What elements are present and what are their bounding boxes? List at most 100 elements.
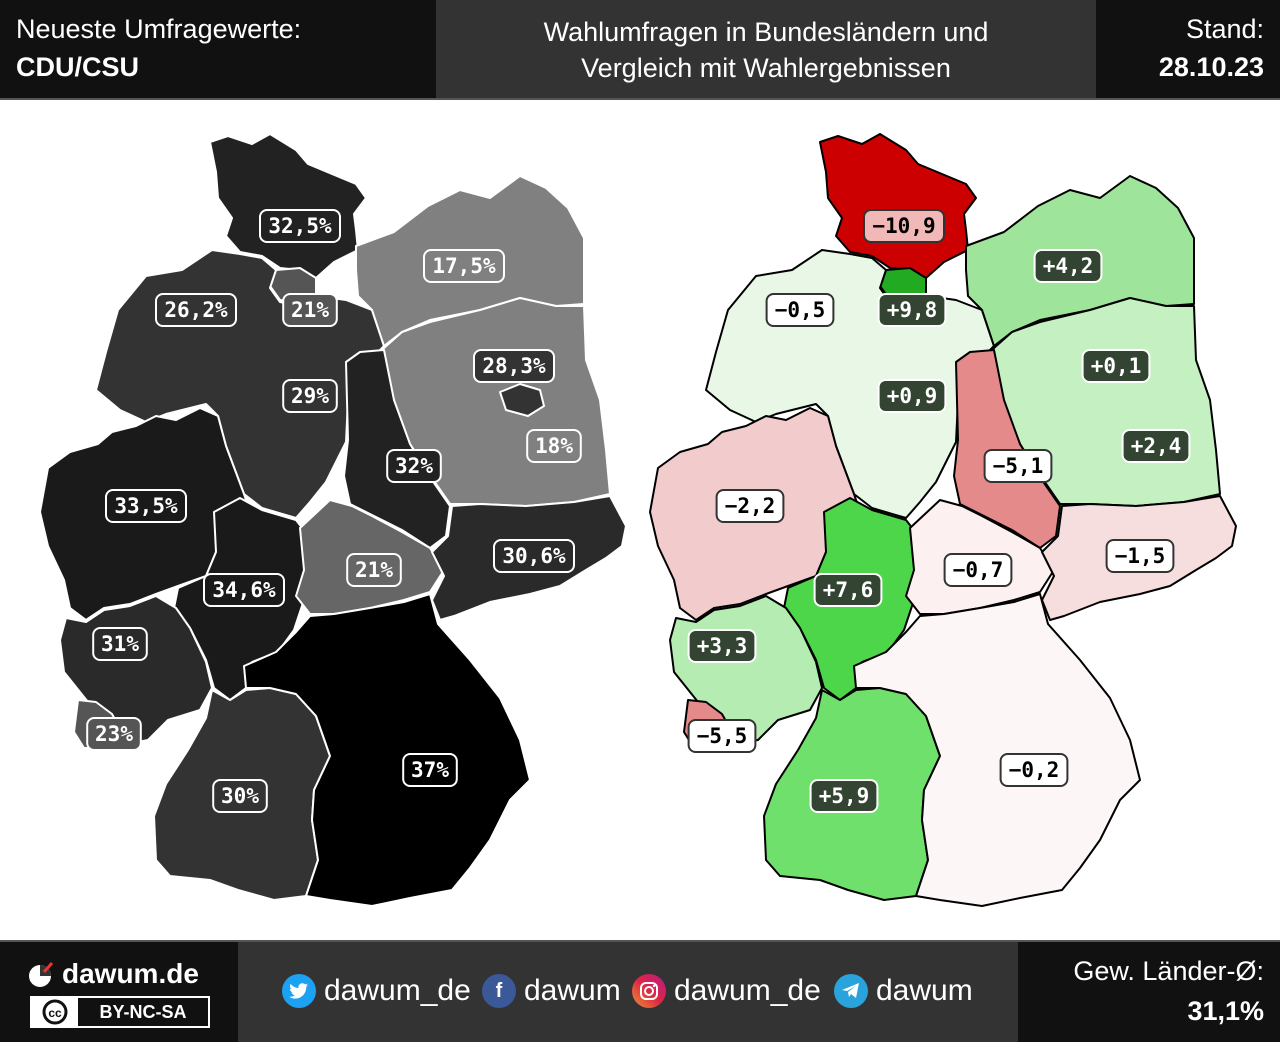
title-line-2: Vergleich mit Wahlergebnissen bbox=[581, 53, 951, 83]
twitter-icon bbox=[282, 974, 316, 1008]
instagram-handle: dawum_de bbox=[674, 974, 821, 1007]
cc-icon: cc bbox=[32, 998, 78, 1026]
label-box-sh bbox=[259, 209, 341, 243]
label-box-by bbox=[999, 753, 1069, 787]
label-box-ni bbox=[877, 379, 947, 413]
state-by bbox=[243, 593, 531, 907]
dawum-logo-icon bbox=[29, 962, 54, 987]
label-be: 28,3% bbox=[482, 354, 546, 378]
label-box-mv bbox=[1033, 249, 1103, 283]
label-bb: 18% bbox=[535, 434, 573, 458]
label-sh: 32,5% bbox=[268, 214, 332, 238]
label-he: +7,6 bbox=[823, 578, 874, 602]
footer-bar: dawum.de cc BY-NC-SA dawum_de f dawum bbox=[0, 940, 1280, 1042]
maps-area: 32,5% 21% 26,2% 29% 17,5% 18% 28,3% 32% 33,5% 34,… bbox=[0, 100, 1280, 940]
twitter-handle: dawum_de bbox=[324, 974, 471, 1007]
label-box-he bbox=[813, 573, 883, 607]
label-box-bw bbox=[809, 779, 879, 813]
label-box-sh bbox=[863, 209, 945, 243]
cc-text: cc bbox=[48, 1006, 62, 1020]
maps-svg: 32,5% 21% 26,2% 29% 17,5% 18% 28,3% 32% 33,5% 34,… bbox=[39, 133, 1237, 907]
label-hh: 21% bbox=[291, 298, 329, 322]
label-box-bb bbox=[1121, 429, 1191, 463]
label-box-by bbox=[402, 753, 458, 787]
footer-brand: dawum.de cc BY-NC-SA bbox=[0, 942, 238, 1042]
label-hb: −0,5 bbox=[775, 298, 826, 322]
label-mv: 17,5% bbox=[432, 254, 496, 278]
header-bar: Neueste Umfragewerte: CDU/CSU Wahlumfrag… bbox=[0, 0, 1280, 100]
average-value: 31,1% bbox=[1187, 996, 1264, 1026]
label-box-be bbox=[1081, 349, 1151, 383]
label-box-rp bbox=[92, 627, 148, 661]
label-be: +0,1 bbox=[1091, 354, 1142, 378]
label-hb: 26,2% bbox=[164, 298, 228, 322]
label-box-be bbox=[473, 349, 555, 383]
label-box-hh bbox=[282, 293, 338, 327]
state-by bbox=[853, 593, 1141, 907]
label-box-sl bbox=[86, 717, 142, 751]
label-st: −5,1 bbox=[993, 454, 1044, 478]
label-th: 21% bbox=[355, 558, 393, 582]
instagram-icon bbox=[632, 974, 666, 1008]
label-bw: +5,9 bbox=[819, 784, 870, 808]
header-subject: Neueste Umfragewerte: CDU/CSU bbox=[0, 0, 436, 98]
facebook-link[interactable]: f dawum bbox=[482, 974, 621, 1008]
average-label: Gew. Länder-Ø: bbox=[1073, 956, 1264, 986]
label-hh: +9,8 bbox=[887, 298, 938, 322]
label-box-st bbox=[983, 449, 1053, 483]
label-sl: 23% bbox=[95, 722, 133, 746]
label-box-ni bbox=[282, 379, 338, 413]
label-nw: −2,2 bbox=[725, 494, 776, 518]
label-ni: 29% bbox=[291, 384, 329, 408]
label-sh: −10,9 bbox=[872, 214, 935, 238]
brand-name[interactable]: dawum.de bbox=[62, 958, 199, 989]
label-rp: +3,3 bbox=[697, 634, 748, 658]
label-mv: +4,2 bbox=[1043, 254, 1094, 278]
label-by: 37% bbox=[411, 758, 449, 782]
label-box-hh bbox=[877, 293, 947, 327]
label-box-nw bbox=[105, 489, 187, 523]
date-value: 28.10.23 bbox=[1158, 52, 1264, 82]
label-nw: 33,5% bbox=[114, 494, 178, 518]
label-th: −0,7 bbox=[953, 558, 1004, 582]
label-sl: −5,5 bbox=[697, 724, 748, 748]
instagram-link[interactable]: dawum_de bbox=[632, 974, 821, 1008]
facebook-handle: dawum bbox=[524, 974, 621, 1007]
left-map: 32,5% 21% 26,2% 29% 17,5% 18% 28,3% 32% 33,5% 34,… bbox=[39, 133, 627, 907]
license-text: BY-NC-SA bbox=[78, 998, 208, 1026]
footer-average: Gew. Länder-Ø: 31,1% bbox=[1018, 942, 1280, 1042]
date-label: Stand: bbox=[1185, 14, 1264, 44]
header-title: Wahlumfragen in Bundesländern und Vergle… bbox=[436, 0, 1096, 98]
social-links: dawum_de f dawum dawum_de dawum bbox=[238, 942, 1018, 1042]
label-rp: 31% bbox=[101, 632, 139, 656]
label-st: 32% bbox=[395, 454, 433, 478]
label-sn: 30,6% bbox=[502, 544, 566, 568]
label-bw: 30% bbox=[221, 784, 259, 808]
label-he: 34,6% bbox=[212, 578, 276, 602]
label-box-he bbox=[203, 573, 285, 607]
label-bb: +2,4 bbox=[1131, 434, 1182, 458]
label-box-mv bbox=[423, 249, 505, 283]
label-box-sn bbox=[1105, 539, 1175, 573]
telegram-link[interactable]: dawum bbox=[834, 974, 973, 1008]
telegram-handle: dawum bbox=[876, 974, 973, 1007]
label-box-hb bbox=[155, 293, 237, 327]
label-box-nw bbox=[715, 489, 785, 523]
label-box-hb bbox=[765, 293, 835, 327]
label-ni: +0,9 bbox=[887, 384, 938, 408]
label-box-rp bbox=[687, 629, 757, 663]
label-box-th bbox=[943, 553, 1013, 587]
label-box-bb bbox=[526, 429, 582, 463]
label-by: −0,2 bbox=[1009, 758, 1060, 782]
twitter-link[interactable]: dawum_de bbox=[282, 974, 471, 1008]
telegram-icon bbox=[834, 974, 868, 1008]
label-box-th bbox=[346, 553, 402, 587]
label-sn: −1,5 bbox=[1115, 544, 1166, 568]
facebook-icon: f bbox=[482, 974, 516, 1008]
title-line-1: Wahlumfragen in Bundesländern und bbox=[543, 17, 989, 47]
label-box-sn bbox=[493, 539, 575, 573]
state-be bbox=[499, 383, 545, 417]
label-box-st bbox=[386, 449, 442, 483]
header-party: CDU/CSU bbox=[16, 52, 140, 82]
label-box-sl bbox=[687, 719, 757, 753]
